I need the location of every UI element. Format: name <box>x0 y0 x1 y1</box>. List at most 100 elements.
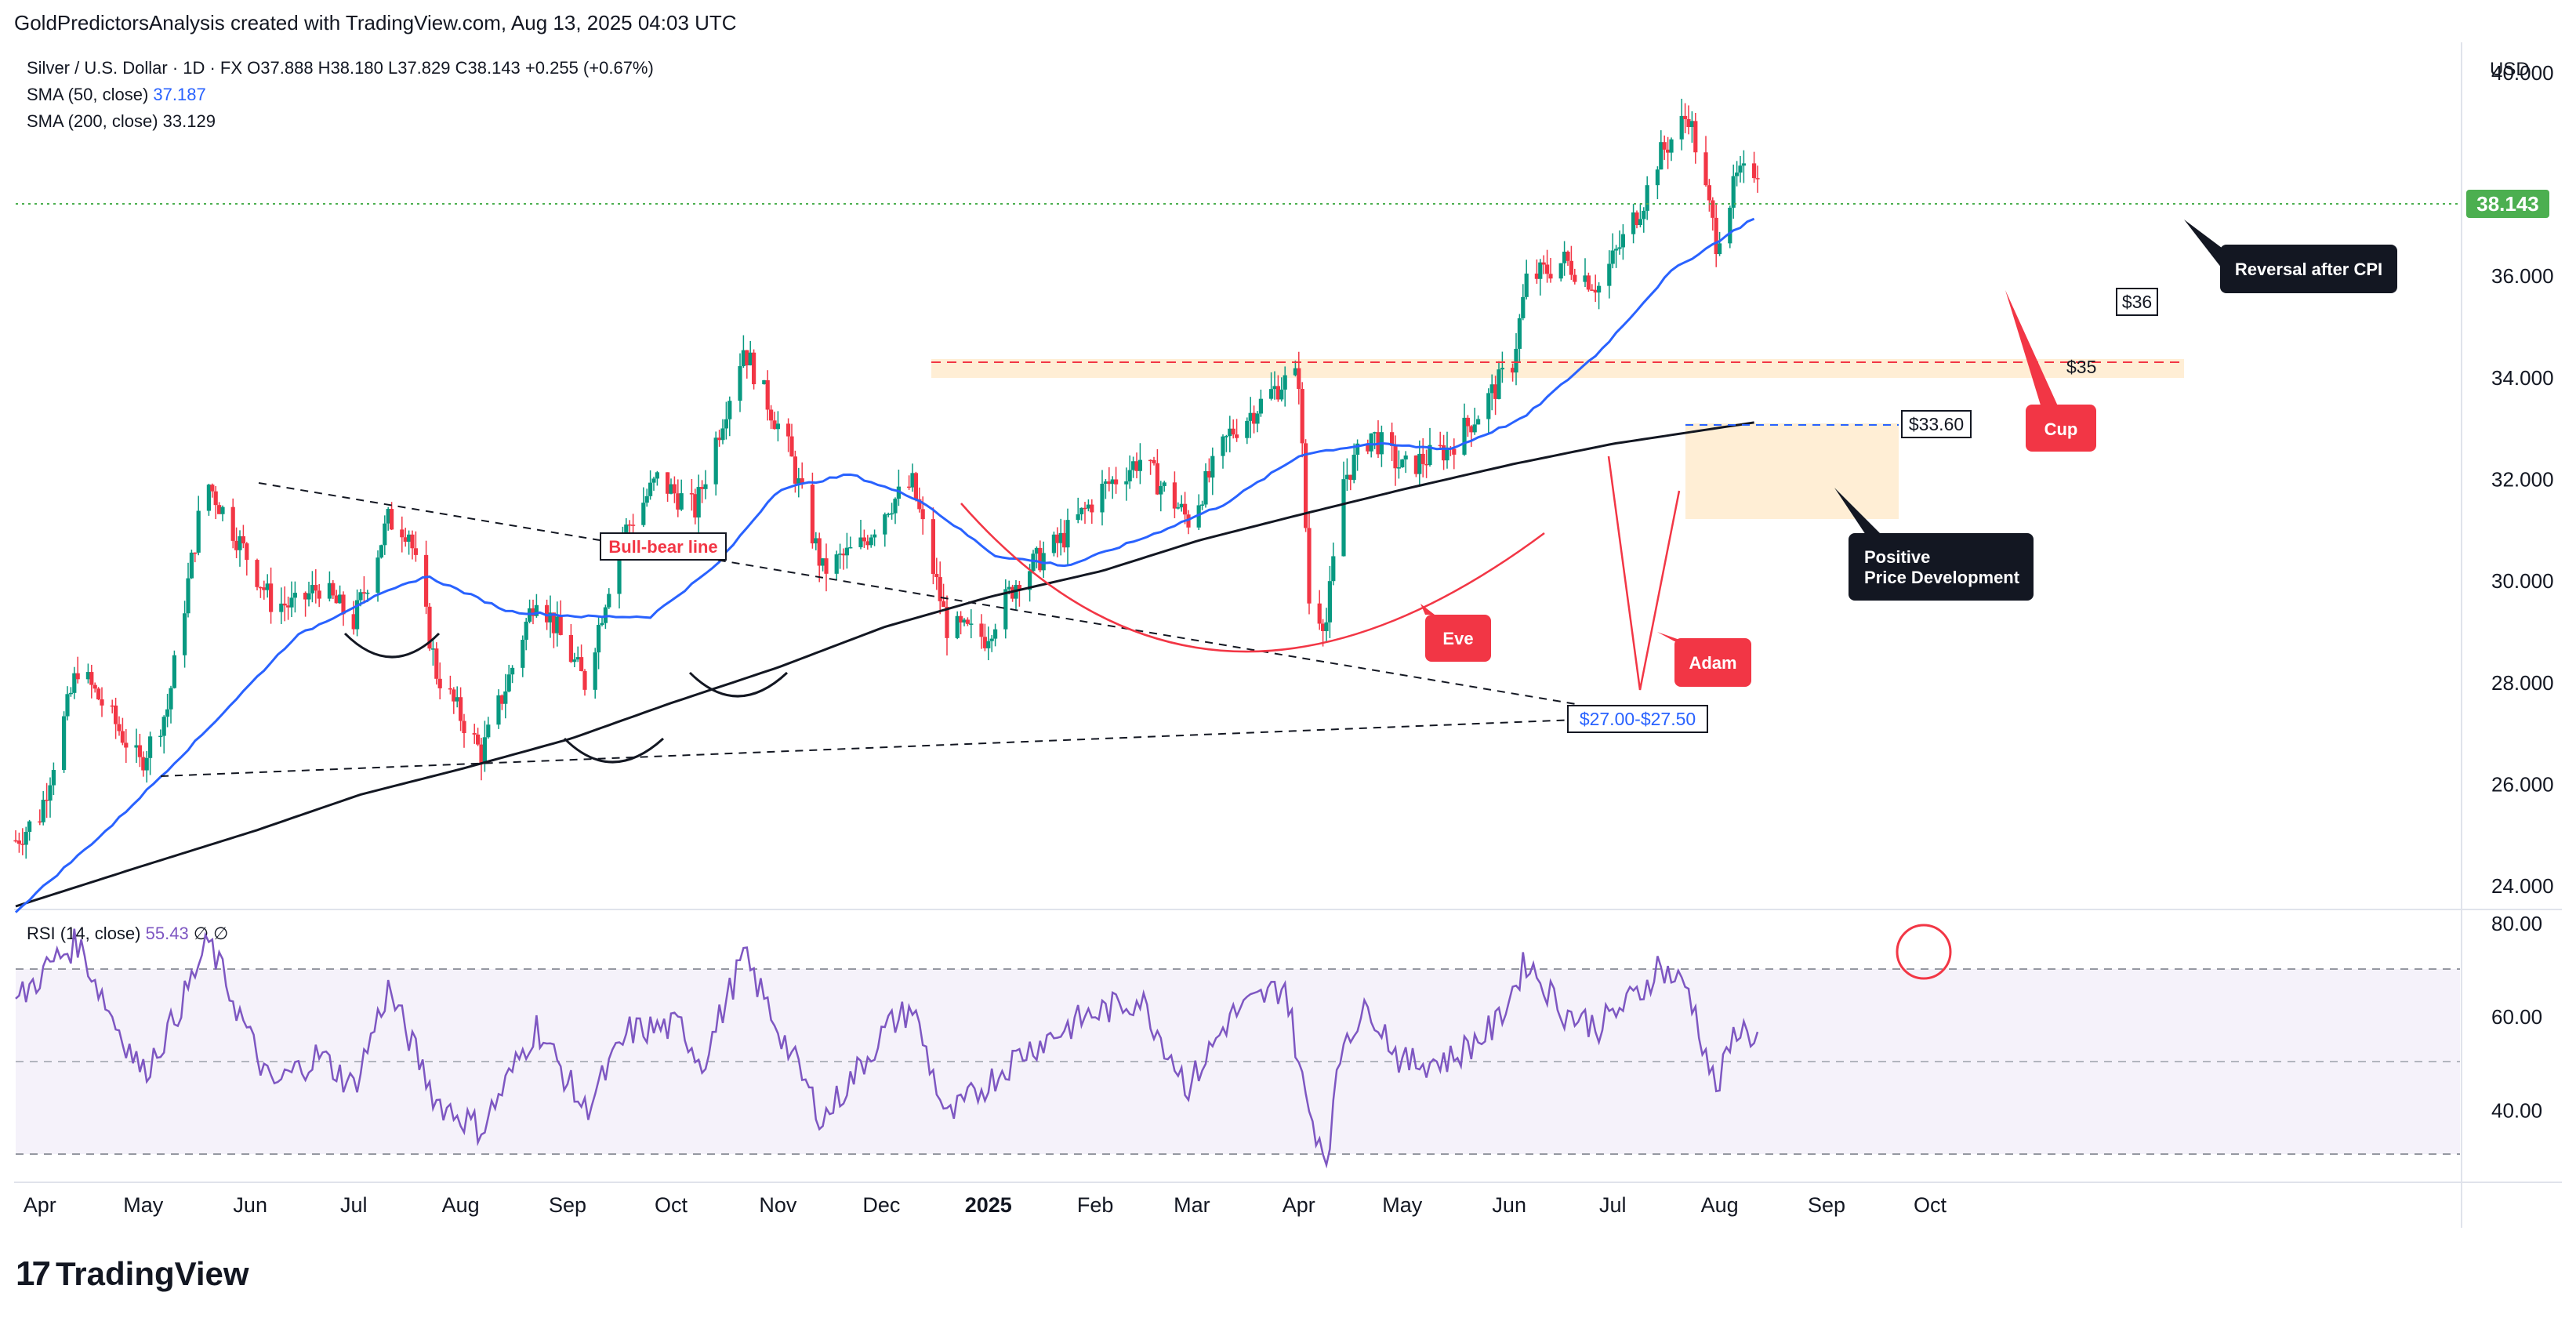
candle-body <box>1424 463 1429 466</box>
candle-body <box>1055 534 1060 543</box>
candle-body <box>486 724 491 738</box>
time-tick-label: May <box>123 1193 164 1217</box>
candle-body <box>220 506 225 514</box>
candle-body <box>1366 443 1370 452</box>
candle-body <box>303 593 308 600</box>
level-36-label[interactable]: $36 <box>2116 288 2158 316</box>
candle-body <box>1524 273 1529 297</box>
reversal-callout[interactable]: Reversal after CPI <box>2184 220 2397 293</box>
time-tick-label: Jul <box>1599 1193 1627 1217</box>
price-axis-ticks[interactable]: 40.000 36.000 34.000 32.000 30.000 28.000 26.0… <box>2491 61 2554 898</box>
candle-body <box>724 419 728 429</box>
adam-callout[interactable]: Adam <box>1657 632 1751 687</box>
candle-body <box>1083 507 1087 510</box>
price-tick-label: 28.000 <box>2491 671 2554 695</box>
candle-body <box>1514 348 1518 373</box>
candle-body <box>1124 481 1129 485</box>
bull-bear-label[interactable]: Bull-bear line <box>600 532 727 561</box>
candle-body <box>434 648 439 679</box>
time-tick-label: Jun <box>1492 1193 1526 1217</box>
symbol-row: Silver / U.S. Dollar · 1D · FX O37.888 H… <box>27 55 654 82</box>
time-tick-label: Mar <box>1174 1193 1210 1217</box>
candle-body <box>1465 417 1470 427</box>
sma50-row[interactable]: SMA (50, close) 37.187 <box>27 82 654 108</box>
candle-body <box>269 583 274 612</box>
candle-body <box>16 840 21 844</box>
candle-body <box>24 832 28 845</box>
candle-body <box>1617 247 1622 249</box>
candle-body <box>1152 459 1156 463</box>
candle-body <box>1114 479 1119 485</box>
candle-body <box>482 737 487 764</box>
candle-body <box>917 499 922 510</box>
candle-body <box>607 594 611 608</box>
candle-body <box>1293 368 1297 376</box>
symbol-name[interactable]: Silver / U.S. Dollar · 1D · FX <box>27 58 243 78</box>
rsi-value: 55.43 <box>145 924 189 943</box>
time-axis-ticks[interactable]: Apr May Jun Jul Aug Sep Oct Nov Dec 2025 Feb Mar Apr… <box>24 1193 1947 1217</box>
candle-body <box>1103 481 1108 485</box>
time-tick-label: Jul <box>340 1193 368 1217</box>
candle-body <box>355 600 360 630</box>
eve-callout[interactable]: Eve <box>1420 604 1491 662</box>
candle-body <box>1669 139 1674 153</box>
candle-body <box>942 601 946 607</box>
candle-body <box>910 473 915 488</box>
candle-body <box>873 534 877 538</box>
positive-callout[interactable]: Positive Price Development <box>1834 488 2034 601</box>
candle-body <box>989 638 994 641</box>
candle-body <box>1517 318 1522 349</box>
candle-body <box>1321 623 1326 631</box>
candle-body <box>934 574 939 578</box>
candle-body <box>358 592 363 601</box>
candle-body <box>1634 212 1639 226</box>
sma200-row[interactable]: SMA (200, close) 33.129 <box>27 108 654 135</box>
candle-body <box>20 844 25 845</box>
time-tick-label: Aug <box>1701 1193 1739 1217</box>
candle-body <box>230 506 235 541</box>
candle-body <box>993 629 998 639</box>
candle-body <box>1003 589 1008 630</box>
candle-body <box>1662 142 1667 150</box>
candle-body <box>679 493 684 510</box>
candle-body <box>555 616 560 633</box>
time-tick-label: May <box>1382 1193 1423 1217</box>
time-tick-label: Feb <box>1077 1193 1114 1217</box>
candle-body <box>648 482 653 496</box>
level-3360-label[interactable]: $33.60 <box>1901 410 1972 438</box>
candle-body <box>1728 207 1732 244</box>
candle-body <box>144 757 149 771</box>
candle-body <box>568 634 573 662</box>
candle-body <box>241 535 245 544</box>
candle-body <box>793 456 797 484</box>
candle-body <box>558 616 563 635</box>
rsi-axis-ticks[interactable]: 80.00 60.00 40.00 <box>2491 912 2542 1123</box>
candle-body <box>1590 289 1595 291</box>
attribution-text: GoldPredictorsAnalysis created with Trad… <box>14 11 737 34</box>
candle-body <box>1200 504 1205 506</box>
candle-body <box>1711 200 1715 218</box>
candle-body <box>786 423 791 437</box>
candle-body <box>100 699 104 706</box>
candle-body <box>1344 474 1349 480</box>
candle-body <box>1351 454 1356 481</box>
tradingview-logo[interactable]: 17 TradingView <box>16 1254 249 1294</box>
candle-body <box>1558 263 1563 279</box>
candle-body <box>1538 262 1543 279</box>
candle-body <box>503 691 508 704</box>
support-zone-label[interactable]: $27.00-$27.50 <box>1567 705 1708 733</box>
candle-body <box>1548 274 1553 279</box>
candle-body <box>817 538 822 566</box>
candle-body <box>1331 556 1336 582</box>
candle-body <box>1051 534 1056 554</box>
candle-body <box>669 484 673 494</box>
candle-body <box>848 546 853 549</box>
candle-body <box>982 637 987 648</box>
candle-body <box>1583 275 1587 282</box>
candle-body <box>75 673 80 680</box>
rsi-legend[interactable]: RSI (14, close) 55.43 ∅ ∅ <box>27 924 228 944</box>
candle-body <box>824 558 829 574</box>
candle-body <box>1148 459 1153 462</box>
cup-callout[interactable]: Cup <box>2005 290 2096 452</box>
